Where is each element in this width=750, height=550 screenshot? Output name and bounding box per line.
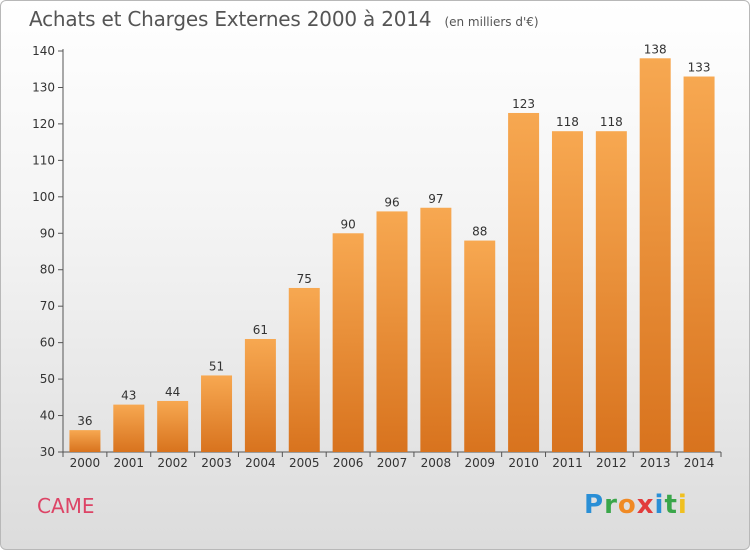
data-label: 97 <box>428 192 443 206</box>
bar <box>508 112 540 453</box>
x-tick-label: 2014 <box>684 456 715 470</box>
y-tick-label: 130 <box>32 80 55 94</box>
bar <box>157 400 189 452</box>
bar <box>595 131 627 452</box>
bar <box>639 58 671 453</box>
data-label: 88 <box>472 225 487 239</box>
data-label: 75 <box>297 272 312 286</box>
data-label: 133 <box>688 61 711 75</box>
data-label: 51 <box>209 359 224 373</box>
x-tick-label: 2009 <box>464 456 495 470</box>
data-label: 96 <box>384 195 399 209</box>
bar <box>244 338 276 452</box>
y-tick-label: 140 <box>32 44 55 58</box>
y-tick-label: 110 <box>32 153 55 167</box>
logo-letter: i <box>654 490 665 520</box>
data-label: 61 <box>253 323 268 337</box>
data-label: 123 <box>512 97 535 111</box>
bar <box>376 211 408 452</box>
y-tick-label: 120 <box>32 117 55 131</box>
bar <box>420 207 452 452</box>
bar <box>69 430 101 452</box>
x-tick-label: 2003 <box>201 456 232 470</box>
y-tick-label: 30 <box>40 445 55 459</box>
logo-letter: x <box>636 490 655 520</box>
y-tick-label: 100 <box>32 190 55 204</box>
x-tick-label: 2010 <box>508 456 539 470</box>
bar <box>288 287 320 452</box>
data-label: 44 <box>165 385 180 399</box>
logo-letter: r <box>604 490 618 520</box>
x-tick-label: 2004 <box>245 456 276 470</box>
bar <box>683 76 715 452</box>
logo-letter: o <box>617 490 637 520</box>
x-tick-label: 2002 <box>157 456 188 470</box>
chart-title: Achats et Charges Externes 2000 à 2014 <box>29 7 432 31</box>
logo-letter: P <box>584 490 605 520</box>
y-tick-label: 80 <box>40 263 55 277</box>
chart-unit-note: (en milliers d'€) <box>444 15 539 29</box>
logo-letter: t <box>664 490 678 520</box>
x-tick-label: 2008 <box>421 456 452 470</box>
x-tick-label: 2007 <box>377 456 408 470</box>
data-label: 118 <box>600 115 623 129</box>
y-tick-label: 90 <box>40 226 55 240</box>
y-tick-label: 50 <box>40 372 55 386</box>
proxiti-logo: Proxiti <box>584 490 688 520</box>
x-tick-label: 2005 <box>289 456 320 470</box>
title-row: Achats et Charges Externes 2000 à 2014 (… <box>29 7 539 31</box>
x-tick-label: 2000 <box>70 456 101 470</box>
x-tick-label: 2013 <box>640 456 671 470</box>
x-tick-label: 2011 <box>552 456 583 470</box>
bar <box>201 375 233 452</box>
bar <box>332 233 364 452</box>
bar <box>551 131 583 452</box>
y-tick-label: 40 <box>40 409 55 423</box>
data-label: 43 <box>121 389 136 403</box>
bar <box>113 404 145 452</box>
x-tick-label: 2001 <box>114 456 145 470</box>
y-tick-label: 60 <box>40 336 55 350</box>
bar <box>464 240 496 452</box>
x-tick-label: 2006 <box>333 456 364 470</box>
y-tick-label: 70 <box>40 299 55 313</box>
logo-letter: i <box>677 490 688 520</box>
data-label: 118 <box>556 115 579 129</box>
data-label: 36 <box>77 414 92 428</box>
data-label: 138 <box>644 42 667 56</box>
data-label: 90 <box>340 217 355 231</box>
x-tick-label: 2012 <box>596 456 627 470</box>
commune-name: CAME <box>37 494 95 518</box>
